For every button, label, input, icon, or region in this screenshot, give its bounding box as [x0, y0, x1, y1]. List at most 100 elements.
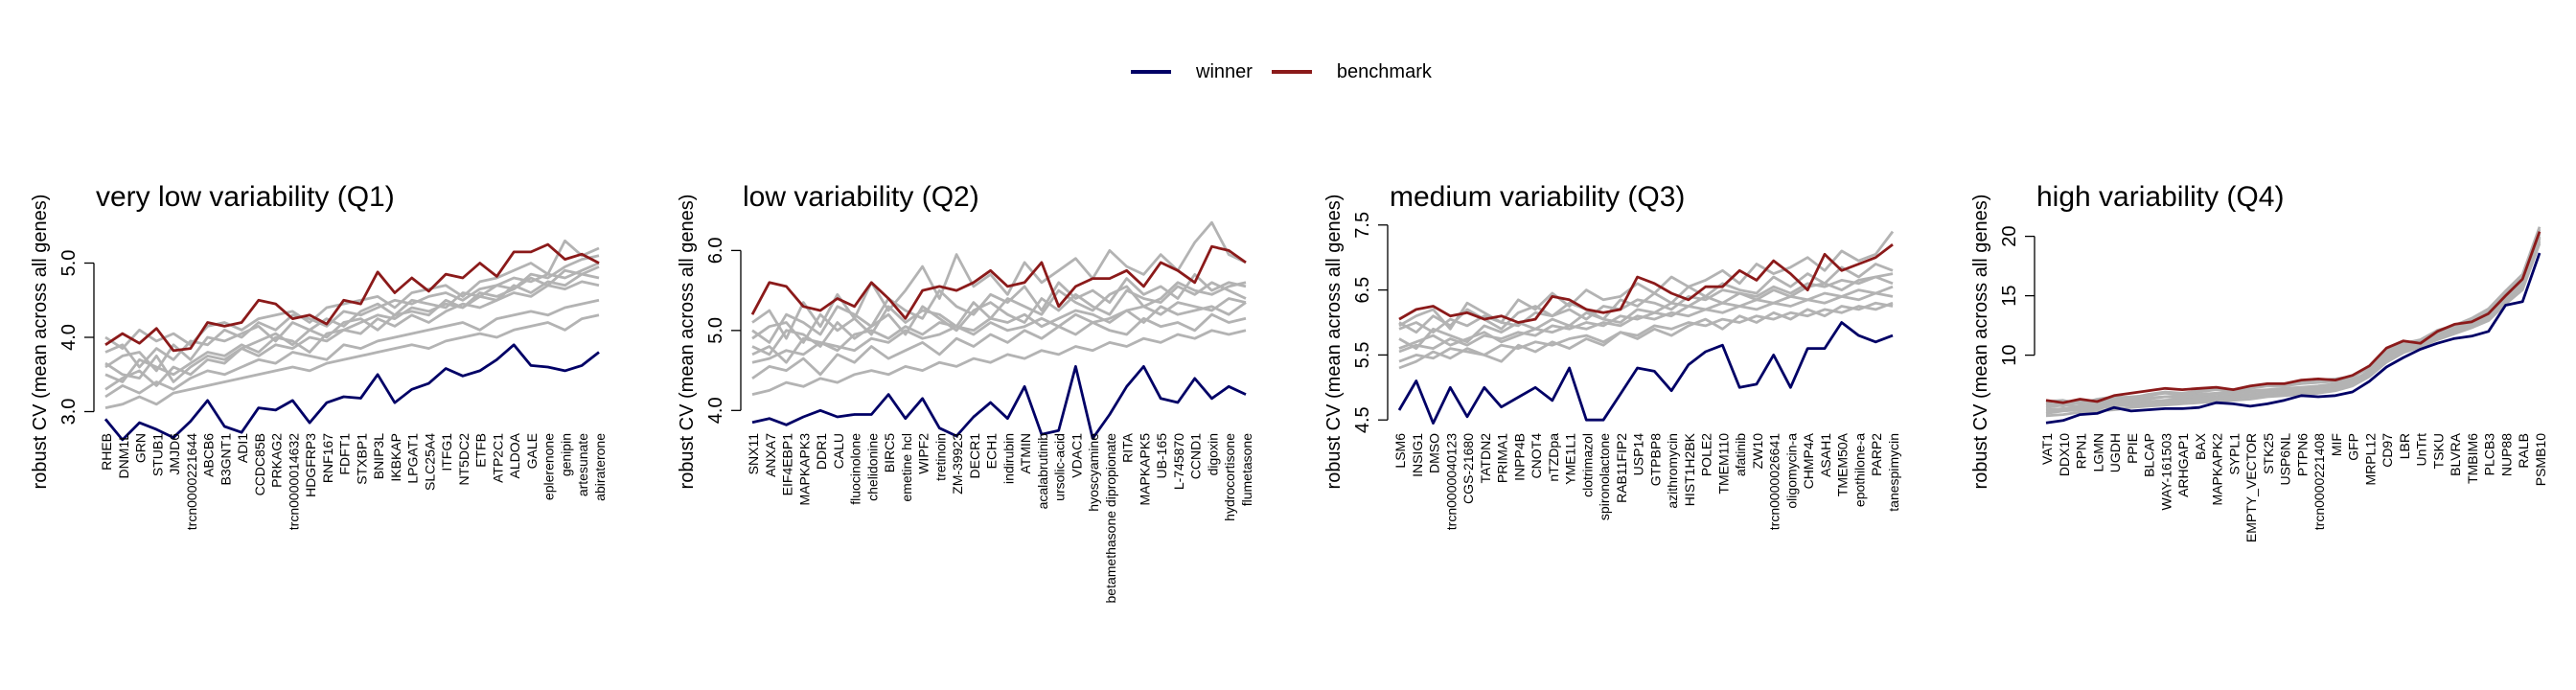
x-tick-label: LSM6 — [1392, 433, 1408, 469]
x-tick-label: USP6NL — [2278, 433, 2293, 486]
x-tick-label: LPGAT1 — [405, 433, 421, 484]
x-tick-label: RHEB — [99, 433, 114, 471]
series-line-benchmark — [750, 244, 1247, 320]
series-line-other — [2045, 242, 2542, 418]
series-line-winner — [751, 364, 1247, 440]
panel-title: high variability (Q4) — [2036, 181, 2284, 213]
x-tick-label: ETFB — [473, 433, 489, 468]
x-tick-label: BNIP3L — [371, 433, 386, 479]
x-tick-label: DDR1 — [814, 433, 829, 470]
x-tick-label: STK25 — [2261, 433, 2276, 474]
y-tick-label: 10 — [1999, 344, 2020, 365]
x-tick-label: abiraterone — [592, 433, 608, 501]
legend-label: winner — [1196, 60, 1253, 82]
x-tick-label: MAPKAPK2 — [2210, 433, 2225, 506]
x-tick-label: STXBP1 — [354, 433, 369, 485]
y-axis-label: robust CV (mean across all genes) — [30, 195, 51, 490]
y-tick-label: 15 — [1999, 285, 2020, 306]
x-tick-label: RAB11FIP2 — [1614, 433, 1629, 503]
series-line-other — [2045, 226, 2542, 405]
x-tick-label: ASAH1 — [1818, 433, 1833, 477]
x-tick-label: UB-165 — [1154, 433, 1169, 479]
x-tick-label: DDX10 — [2057, 433, 2072, 476]
series-line-other — [1398, 301, 1894, 370]
x-tick-label: GTPBP8 — [1647, 433, 1663, 486]
x-tick-label: RNF167 — [320, 433, 335, 483]
x-tick-label: INPP4B — [1511, 433, 1527, 481]
x-tick-label: B3GNT1 — [218, 433, 233, 486]
series-line-other — [104, 254, 600, 373]
x-tick-label: trcn0000221644 — [184, 433, 199, 530]
x-tick-label: artesunate — [575, 433, 590, 496]
x-tick-label: UGDH — [2107, 433, 2123, 472]
y-axis-label: robust CV (mean across all genes) — [1323, 195, 1345, 490]
x-tick-label: BLVRA — [2448, 432, 2463, 476]
x-tick-label: GFP — [2346, 433, 2361, 461]
x-tick-label: NUP88 — [2498, 433, 2514, 476]
x-tick-label: hydrocortisone — [1222, 433, 1237, 521]
series-line-other — [751, 329, 1247, 396]
series-line-other — [2045, 237, 2542, 413]
x-tick-label: trcn0000026641 — [1767, 433, 1782, 530]
x-tick-label: ARHGAP1 — [2175, 433, 2191, 497]
y-tick-label: 20 — [1999, 225, 2020, 246]
x-tick-label: STUB1 — [150, 433, 165, 476]
x-tick-label: GALE — [524, 433, 540, 469]
x-tick-label: spironolactone — [1597, 433, 1612, 520]
x-tick-label: PPIE — [2125, 433, 2140, 464]
y-tick-label: 5.5 — [1352, 342, 1373, 369]
series-line-other — [2045, 228, 2542, 408]
series-line-winner — [1397, 321, 1894, 426]
panel-3: medium variability (Q3) robust CV (mean a… — [1323, 181, 1901, 530]
x-tick-label: ADI1 — [235, 433, 250, 463]
x-tick-label: GRN — [133, 433, 149, 463]
x-tick-label: EMPTY_VECTOR — [2243, 433, 2259, 542]
series-line-other — [751, 297, 1247, 364]
series-line-other — [2045, 233, 2542, 409]
x-tick-label: PLCB3 — [2482, 433, 2497, 476]
x-tick-label: ATMIN — [1018, 433, 1033, 474]
x-tick-label: PARP2 — [1869, 433, 1884, 476]
x-tick-label: CHMP4A — [1801, 432, 1816, 489]
y-tick-label: 4.5 — [1352, 406, 1373, 433]
x-tick-label: emetine hcl — [899, 433, 914, 502]
series-line-other — [751, 272, 1247, 344]
series-line-other — [751, 301, 1247, 364]
x-tick-label: SLC25A4 — [422, 433, 437, 491]
x-tick-label: trcn0000221408 — [2312, 433, 2327, 530]
x-tick-label: MAPKAPK5 — [1137, 433, 1152, 506]
x-tick-label: indirubin — [1000, 433, 1016, 484]
x-tick-label: WAY-161503 — [2158, 433, 2174, 511]
x-tick-label: acalabrutinib — [1035, 433, 1050, 510]
x-tick-label: trcn0000014632 — [286, 433, 301, 530]
x-tick-label: FDFT1 — [337, 433, 353, 475]
x-tick-label: fluocinolone — [848, 433, 863, 505]
series-line-other — [104, 313, 600, 409]
x-tick-label: USP14 — [1631, 433, 1646, 476]
x-tick-label: ECH1 — [984, 433, 1000, 470]
legend-swatch-benchmark — [1271, 70, 1312, 74]
x-tick-label: RALB — [2516, 433, 2531, 469]
x-tick-label: PRKAG2 — [269, 433, 285, 488]
x-tick-label: CNOT4 — [1529, 433, 1544, 479]
y-tick-label: 6.5 — [1352, 277, 1373, 304]
x-tick-label: VAT1 — [2039, 433, 2055, 465]
x-tick-label: DNM1L — [116, 433, 131, 479]
panel-4: high variability (Q4) robust CV (mean acr… — [1970, 181, 2548, 542]
x-tick-label: WIPF2 — [916, 433, 932, 474]
x-tick-label: DMSO — [1427, 433, 1442, 473]
y-tick-label: 6.0 — [705, 237, 726, 264]
x-tick-label: clotrimazol — [1579, 433, 1595, 497]
x-tick-label: DECR1 — [967, 433, 982, 479]
x-tick-label: epothilone-a — [1852, 433, 1867, 507]
legend-label: benchmark — [1336, 60, 1432, 82]
x-tick-label: ZM-39923 — [950, 433, 965, 494]
x-tick-label: PTPN6 — [2294, 433, 2310, 476]
x-tick-label: HIST1H2BK — [1682, 432, 1697, 506]
x-tick-label: HDGFRP3 — [303, 433, 318, 497]
x-tick-label: genipin — [558, 433, 573, 476]
series-line-winner — [104, 343, 600, 442]
x-tick-label: UnTrt — [2414, 433, 2429, 467]
series-line-benchmark — [1398, 242, 1894, 324]
